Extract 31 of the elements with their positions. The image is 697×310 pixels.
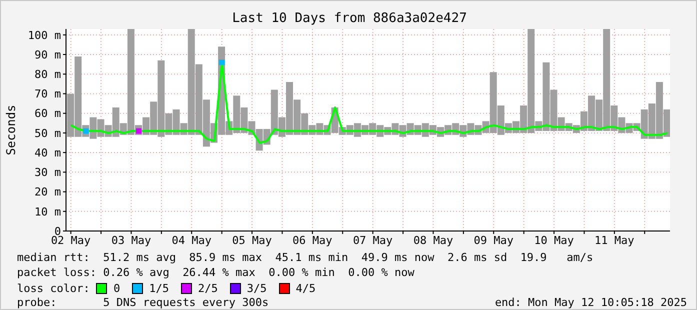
legend-label: 4/5 — [296, 282, 316, 295]
x-tick-label: 05 May — [232, 234, 272, 247]
x-tick-label: 11 May — [594, 234, 635, 247]
legend-label: 0 — [113, 282, 120, 295]
y-tick-label: 60 m — [34, 107, 62, 120]
x-tick-label: 03 May — [111, 234, 152, 247]
legend-label: 2/5 — [198, 282, 218, 295]
y-tick-label: 100 m — [28, 28, 62, 42]
y-axis-title: Seconds — [4, 104, 18, 156]
y-tick-label: 50 m — [34, 126, 62, 140]
y-tick-label: 20 m — [34, 186, 62, 199]
legend-label: 3/5 — [246, 282, 267, 295]
legend-label: 1/5 — [149, 282, 169, 295]
y-tick-label: 40 m — [34, 146, 62, 160]
text: end: Mon May 12 10:05:18 2025 — [494, 296, 687, 310]
y-tick-label: 70 m — [34, 88, 62, 101]
text: packet loss: 0.26 % avg 26.44 % max 0.00 % min 0.00 % now — [17, 266, 416, 281]
x-tick-label: 06 May — [292, 234, 333, 247]
x-tick-label: 10 May — [534, 234, 574, 247]
y-tick-label: 30 m — [34, 166, 62, 180]
text: median rtt: 51.2 ms avg 85.9 ms max 45.1 ms min 49.9 ms now 2.6 ms sd 19.9 am/s — [17, 251, 594, 266]
x-tick-label: 08 May — [413, 234, 454, 247]
x-tick-label: 09 May — [474, 234, 514, 247]
text: loss color: — [17, 282, 91, 295]
x-tick-label: 07 May — [352, 234, 394, 247]
x-tick-label: 04 May — [172, 234, 212, 247]
text: probe: 5 DNS requests every 300s — [17, 296, 269, 310]
y-tick-label: 90 m — [34, 48, 62, 62]
chart-title: Last 10 Days from 886a3a02e427 — [231, 11, 468, 26]
y-tick-label: 80 m — [34, 68, 62, 82]
y-tick-label: 10 m — [34, 205, 62, 218]
